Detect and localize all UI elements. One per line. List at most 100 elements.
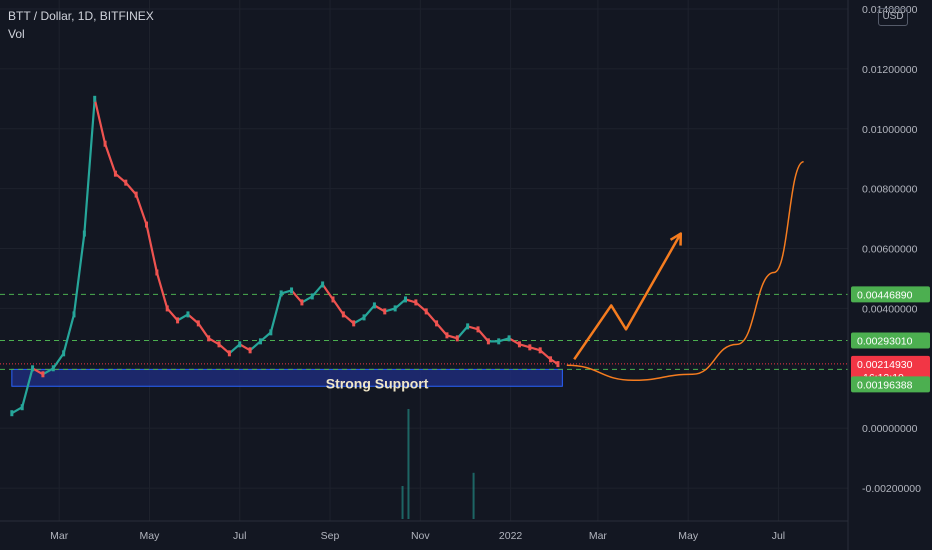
y-tick-label: -0.00200000 [862, 483, 921, 495]
volume-indicator-label[interactable]: Vol [8, 27, 25, 41]
price-point [279, 290, 283, 297]
price-segment [342, 313, 355, 325]
price-point [269, 329, 273, 336]
price-point [455, 335, 459, 342]
price-point [538, 347, 542, 354]
price-segment [259, 331, 272, 343]
price-point [445, 332, 449, 339]
price-point [207, 335, 211, 342]
x-tick-label: May [678, 530, 699, 542]
price-segment [52, 352, 65, 370]
price-point [466, 323, 470, 330]
support-annotation[interactable]: Strong Support [326, 375, 429, 391]
x-tick-label: Mar [589, 530, 608, 542]
price-point [352, 320, 356, 327]
price-point [20, 404, 24, 411]
price-segment [103, 142, 117, 175]
price-point [176, 317, 180, 324]
current-price-badge-text: 0.00214930 [857, 359, 913, 371]
price-point [103, 140, 107, 147]
price-segment [269, 292, 283, 334]
projection-drawings[interactable] [566, 160, 804, 382]
price-point [248, 347, 252, 354]
price-segment [238, 343, 252, 352]
price-segment [114, 172, 127, 184]
price-point [145, 221, 149, 228]
price-segment [321, 283, 335, 301]
price-point [517, 341, 521, 348]
level-badge-text: 0.00446890 [857, 289, 913, 301]
price-segment [93, 97, 107, 145]
symbol-title[interactable]: BTT / Dollar, 1D, BITFINEX [8, 9, 154, 23]
volume-bars [401, 409, 475, 519]
price-segment [155, 271, 169, 310]
price-segment [331, 298, 345, 316]
currency-button[interactable]: USD [878, 8, 908, 26]
time-axis[interactable]: Mar May Jul Sep Nov 2022 Mar May Jul [50, 530, 785, 542]
price-segment [456, 325, 469, 340]
price-point [331, 296, 335, 303]
price-point [414, 299, 418, 306]
level-badge-text: 0.00293010 [857, 335, 913, 347]
price-point [124, 179, 128, 186]
price-segment [445, 334, 459, 340]
price-series [10, 95, 560, 417]
price-point [41, 371, 45, 378]
price-segment [217, 343, 231, 355]
price-point [10, 410, 14, 417]
price-segment [425, 310, 438, 325]
price-segment [404, 298, 417, 304]
price-point [476, 326, 480, 333]
level-badge-text: 0.00196388 [857, 379, 913, 391]
volume-bar [407, 409, 410, 519]
level-badge [851, 332, 930, 349]
price-point [238, 341, 242, 348]
price-segment [280, 289, 293, 295]
price-axis[interactable]: 0.01400000 0.01200000 0.01000000 0.00800000… [862, 4, 921, 495]
price-point [62, 350, 66, 357]
price-point [497, 338, 501, 345]
x-tick-label: 2022 [499, 530, 523, 542]
price-segment [373, 304, 386, 313]
price-segment [300, 295, 314, 304]
support-zone[interactable] [11, 368, 563, 387]
x-tick-label: Jul [233, 530, 246, 542]
projection-zigzag[interactable] [573, 232, 682, 361]
price-segment [135, 193, 148, 226]
price-segment [528, 346, 542, 352]
level-badge [851, 286, 930, 303]
price-segment [383, 307, 397, 313]
price-point [528, 344, 532, 351]
y-tick-label: 0.01400000 [862, 4, 918, 16]
price-segment [186, 313, 200, 325]
price-point [310, 293, 314, 300]
price-segment [352, 316, 366, 325]
price-point [341, 311, 345, 318]
projection-arrowhead[interactable] [669, 232, 683, 246]
price-badges: 0.004468900.002930100.0021493016:12:100.… [851, 286, 930, 393]
projection-curve[interactable] [566, 160, 804, 382]
price-point [196, 320, 200, 327]
price-point [165, 305, 169, 312]
price-segment [145, 223, 158, 274]
price-segment [435, 322, 449, 337]
volume-bar [401, 486, 404, 519]
price-segment [83, 97, 96, 235]
price-segment [507, 337, 521, 346]
price-segment [166, 307, 179, 322]
price-segment [21, 367, 34, 409]
price-segment [41, 367, 55, 376]
price-segment [466, 325, 480, 331]
price-segment [72, 232, 86, 316]
price-segment [62, 313, 76, 355]
price-segment [476, 328, 490, 343]
level-badge [851, 376, 930, 393]
price-point [393, 305, 397, 312]
y-tick-label: 0.00400000 [862, 303, 918, 315]
x-tick-label: Nov [411, 530, 430, 542]
x-tick-label: Jul [772, 530, 785, 542]
price-segment [497, 337, 511, 343]
price-point [435, 320, 439, 327]
price-point [404, 296, 408, 303]
